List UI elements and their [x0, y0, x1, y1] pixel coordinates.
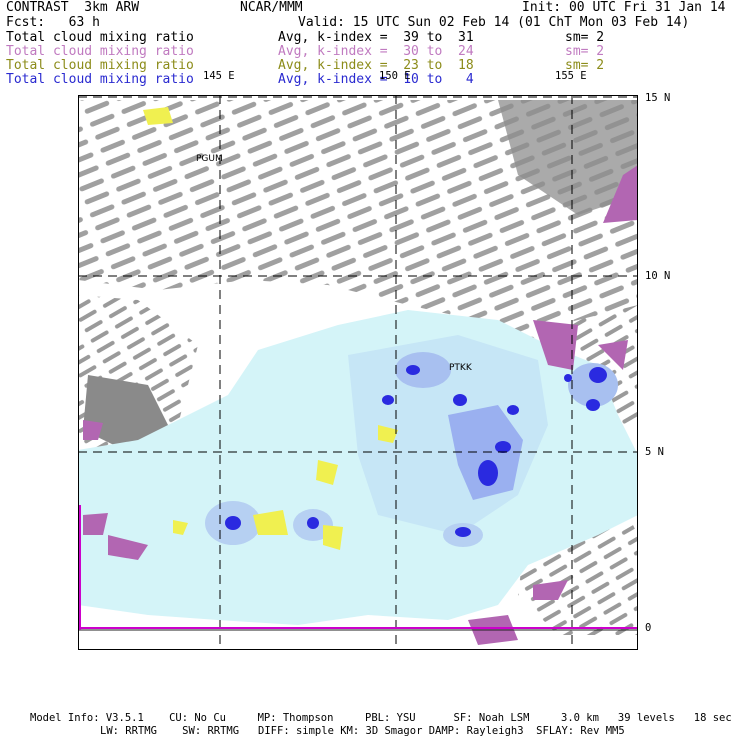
valid-time: Valid: 15 UTC Sun 02 Feb 14 (01 ChT Mon …: [298, 15, 690, 30]
station-pgum: PGUM: [196, 154, 223, 164]
deep-blue-core-11: [455, 527, 471, 537]
deep-blue-core-9: [225, 516, 241, 530]
legend-row-2-name: Total cloud mixing ratio: [6, 44, 194, 59]
legend-row-1-name: Total cloud mixing ratio: [6, 30, 194, 45]
legend-row-4-name: Total cloud mixing ratio: [6, 72, 194, 87]
yellow-cloud-4: [378, 425, 398, 443]
legend-row-2-avg: Avg, k-index = 30 to 24: [278, 44, 474, 59]
legend-row-1-avg: Avg, k-index = 39 to 31: [278, 30, 474, 45]
lat-label-0: 0: [645, 622, 652, 634]
purple-cloud-e2: [598, 340, 628, 370]
lon-label-155e: 155 E: [555, 70, 587, 82]
yellow-cloud-2: [316, 460, 338, 485]
legend-row-3-avg: Avg, k-index = 23 to 18: [278, 58, 474, 73]
lon-label-145e: 145 E: [203, 70, 235, 82]
mid-blue-cluster-2: [395, 352, 451, 388]
init-time: Init: 00 UTC Fri 31 Jan 14: [522, 0, 726, 15]
purple-cloud-w: [83, 420, 103, 440]
deep-blue-core-3: [406, 365, 420, 375]
legend-row-4-avg: Avg, k-index = 10 to 4: [278, 72, 474, 87]
forecast-hour: Fcst: 63 h: [6, 15, 100, 30]
deep-blue-core-2: [495, 441, 511, 453]
deep-blue-core-1: [478, 460, 498, 486]
lat-label-5n: 5 N: [645, 446, 664, 458]
deep-blue-core-10: [307, 517, 319, 529]
gray-cloud-west-dense: [83, 375, 173, 447]
legend-row-1-sm: sm= 2: [565, 30, 605, 45]
model-info-line-1: Model Info: V3.5.1 CU: No Cu MP: Thompso…: [30, 712, 732, 724]
gray-cloud-north: [78, 100, 638, 355]
yellow-cloud-3: [323, 525, 343, 550]
yellow-cloud-1: [253, 510, 288, 535]
lat-label-15n: 15 N: [645, 92, 671, 104]
deep-blue-core-5: [453, 394, 467, 406]
yellow-cloud-5: [173, 520, 188, 535]
purple-cloud-e1: [533, 320, 578, 370]
purple-cloud-ne: [603, 165, 638, 223]
legend-row-3-name: Total cloud mixing ratio: [6, 58, 194, 73]
gray-cloud-northeast: [498, 100, 638, 215]
yellow-cloud-n: [143, 107, 173, 125]
lat-label-10n: 10 N: [645, 270, 671, 282]
deep-blue-core-12: [564, 374, 572, 382]
legend-row-3-sm: sm= 2: [565, 58, 605, 73]
model-title: CONTRAST 3km ARW: [6, 0, 140, 15]
legend-row-2-sm: sm= 2: [565, 44, 605, 59]
lon-label-150e: 150 E: [379, 70, 411, 82]
deep-blue-core-4: [382, 395, 394, 405]
model-info-line-2: LW: RRTMG SW: RRTMG DIFF: simple KM: 3D …: [100, 725, 625, 737]
purple-cloud-se: [533, 580, 568, 600]
deep-blue-core-6: [507, 405, 519, 415]
center-name: NCAR/MMM: [240, 0, 303, 15]
station-ptkk: PTKK: [449, 363, 473, 373]
purple-cloud-sw2: [83, 513, 108, 535]
purple-cloud-sw: [108, 535, 148, 560]
deep-blue-core-8: [586, 399, 600, 411]
cloud-map: PGUM PTKK: [78, 95, 638, 650]
deep-blue-core-7: [589, 367, 607, 383]
